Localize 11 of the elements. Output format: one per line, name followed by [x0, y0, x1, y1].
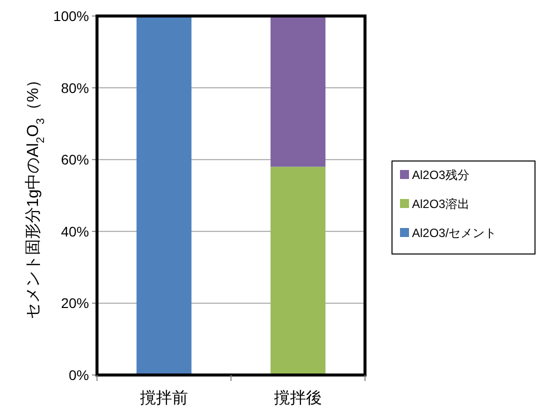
- legend-label: Al2O3残分: [412, 168, 470, 182]
- y-tick-label: 40%: [60, 223, 89, 240]
- x-tick-label: 撹拌後: [274, 389, 322, 407]
- legend-label: Al2O3/セメント: [412, 226, 497, 240]
- y-tick-label: 0%: [68, 367, 89, 383]
- y-tick-label: 80%: [60, 80, 89, 96]
- legend-label: Al2O3溶出: [412, 197, 470, 211]
- y-tick-label: 60%: [60, 152, 89, 168]
- y-tick-label: 20%: [60, 295, 89, 312]
- y-tick-label: 100%: [53, 8, 89, 24]
- x-tick-label: 撹拌前: [140, 389, 188, 407]
